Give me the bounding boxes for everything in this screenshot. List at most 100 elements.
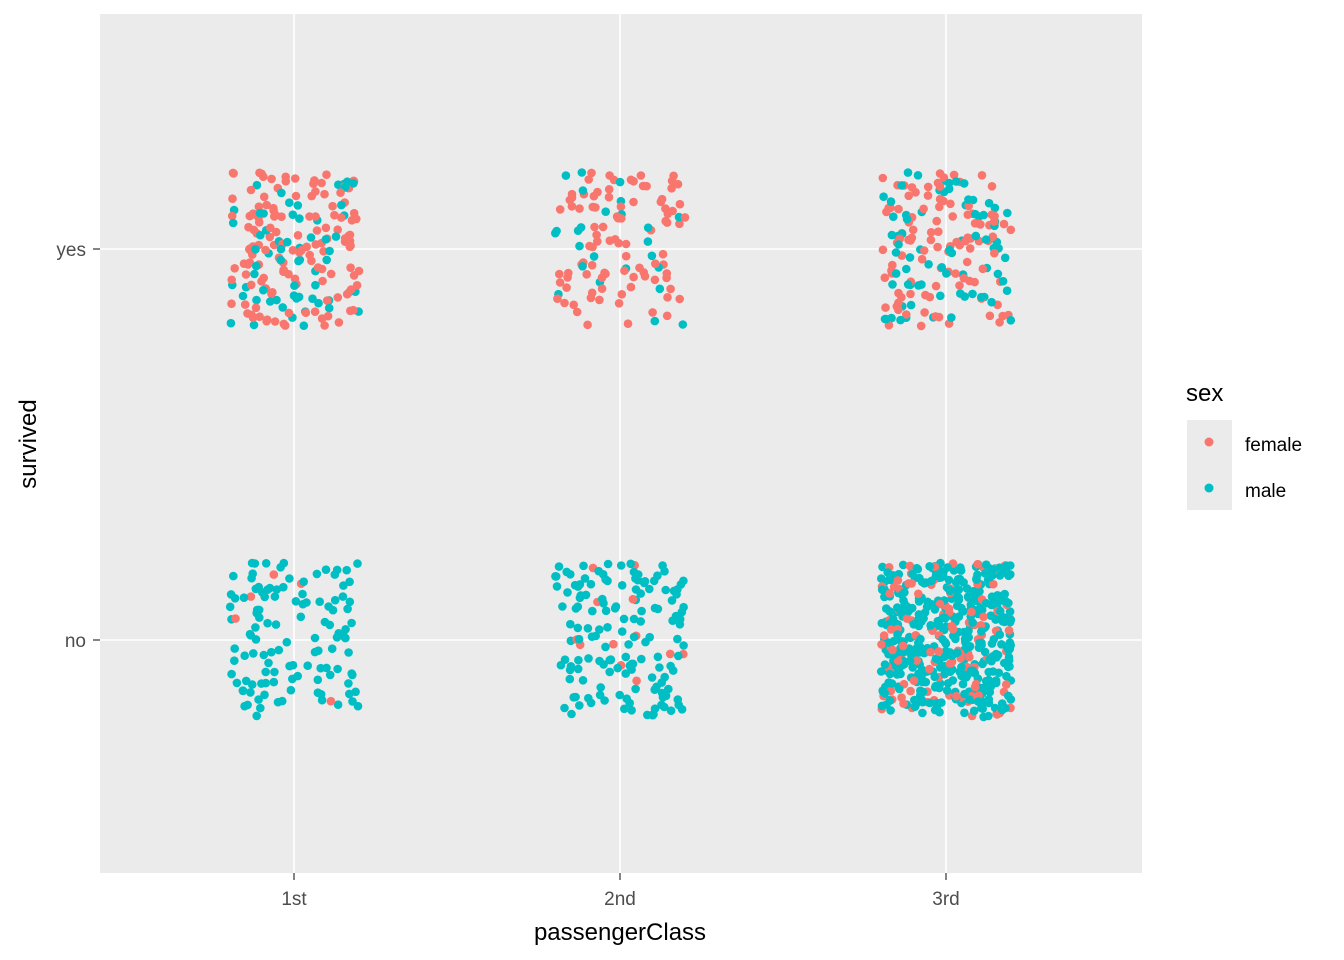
point-male-3rd-no: [995, 606, 1005, 616]
point-female-3rd-yes: [923, 182, 933, 192]
point-female-1st-yes: [346, 285, 356, 294]
point-female-3rd-yes: [923, 191, 933, 200]
point-male-2nd-no: [627, 665, 636, 674]
point-male-3rd-no: [984, 711, 993, 721]
point-male-3rd-no: [935, 656, 944, 665]
point-male-3rd-no: [966, 666, 976, 676]
point-female-2nd-yes: [595, 295, 604, 305]
point-female-1st-yes: [241, 270, 251, 279]
point-male-2nd-no: [566, 619, 575, 629]
point-male-1st-no: [347, 618, 356, 628]
point-male-2nd-no: [619, 614, 629, 624]
point-male-2nd-no: [565, 674, 575, 684]
point-female-1st-yes: [354, 266, 364, 276]
point-male-3rd-yes: [936, 291, 945, 301]
point-male-2nd-no: [600, 696, 609, 705]
point-female-3rd-yes: [990, 248, 999, 258]
point-male-2nd-no: [574, 655, 583, 665]
legend-title: sex: [1186, 380, 1223, 407]
point-male-3rd-yes: [1000, 253, 1010, 263]
point-male-3rd-no: [960, 708, 969, 718]
point-male-2nd-no: [586, 579, 596, 589]
plot-panel: [100, 14, 1142, 873]
point-male-2nd-no: [556, 660, 566, 670]
point-male-1st-no: [303, 661, 313, 670]
point-male-1st-no: [282, 637, 292, 647]
point-male-1st-no: [293, 671, 303, 681]
point-female-2nd-yes: [583, 320, 592, 330]
x-tick-label-2nd: 2nd: [604, 889, 636, 910]
point-male-3rd-no: [983, 684, 992, 694]
point-female-3rd-no: [979, 612, 988, 622]
point-female-2nd-yes: [680, 213, 690, 222]
point-female-3rd-yes: [935, 182, 945, 191]
point-male-1st-no: [313, 675, 323, 685]
point-female-2nd-yes: [636, 171, 646, 180]
point-male-3rd-no: [964, 626, 973, 636]
point-male-3rd-no: [962, 584, 972, 593]
point-male-1st-no: [348, 670, 357, 680]
point-female-1st-yes: [336, 188, 345, 197]
point-male-1st-no: [299, 577, 309, 586]
point-female-3rd-no: [989, 579, 998, 589]
point-female-2nd-yes: [593, 237, 602, 246]
point-female-2nd-yes: [667, 184, 676, 193]
point-female-2nd-yes: [663, 209, 673, 219]
point-male-1st-yes: [228, 218, 238, 228]
point-male-1st-no: [252, 608, 261, 618]
point-male-3rd-yes: [902, 264, 911, 274]
point-female-1st-yes: [227, 299, 236, 309]
point-female-1st-yes: [246, 280, 256, 290]
point-male-1st-yes: [259, 285, 268, 295]
point-male-1st-no: [264, 658, 273, 668]
point-male-2nd-no: [578, 676, 588, 685]
point-male-1st-no: [251, 584, 261, 594]
point-male-1st-yes: [251, 245, 260, 254]
point-female-3rd-no: [904, 579, 913, 588]
point-male-3rd-no: [898, 560, 908, 570]
point-male-3rd-yes: [977, 292, 986, 302]
point-male-3rd-no: [997, 705, 1007, 715]
point-female-2nd-yes: [587, 168, 596, 178]
point-male-2nd-yes: [643, 223, 653, 232]
point-male-3rd-no: [960, 689, 969, 699]
point-female-3rd-no: [906, 686, 915, 696]
point-male-3rd-yes: [984, 198, 994, 208]
point-male-1st-no: [230, 656, 239, 665]
point-male-2nd-no: [620, 704, 629, 714]
point-female-2nd-yes: [555, 205, 565, 214]
point-male-2nd-no: [613, 663, 622, 673]
point-female-1st-yes: [323, 311, 333, 321]
point-male-3rd-no: [1002, 671, 1011, 681]
point-male-1st-yes: [294, 256, 303, 266]
point-female-3rd-yes: [882, 207, 891, 217]
point-male-1st-no: [344, 679, 353, 688]
point-female-2nd-no: [628, 594, 638, 604]
point-male-1st-no: [225, 602, 235, 612]
point-male-1st-yes: [238, 291, 248, 301]
point-female-3rd-yes: [951, 269, 960, 278]
point-male-2nd-no: [575, 701, 584, 710]
point-male-3rd-no: [887, 679, 897, 688]
point-male-3rd-no: [953, 648, 962, 657]
point-male-1st-yes: [252, 295, 261, 305]
point-female-3rd-yes: [946, 199, 955, 209]
point-male-2nd-no: [552, 582, 562, 591]
point-male-3rd-no: [968, 597, 978, 606]
point-female-3rd-yes: [932, 216, 941, 226]
point-male-3rd-no: [880, 660, 890, 669]
point-female-2nd-yes: [605, 171, 614, 180]
point-female-3rd-yes: [933, 242, 942, 252]
point-male-2nd-yes: [650, 316, 660, 326]
point-male-2nd-no: [573, 664, 583, 674]
point-male-1st-no: [291, 597, 301, 606]
point-male-3rd-no: [1005, 638, 1015, 647]
point-male-3rd-yes: [891, 269, 901, 278]
point-female-2nd-yes: [662, 269, 672, 278]
point-male-3rd-no: [965, 695, 974, 704]
point-male-3rd-yes: [968, 289, 977, 299]
point-male-3rd-no: [995, 563, 1004, 572]
point-male-1st-no: [247, 680, 257, 689]
point-male-1st-yes: [285, 198, 294, 207]
point-male-3rd-no: [995, 630, 1005, 639]
